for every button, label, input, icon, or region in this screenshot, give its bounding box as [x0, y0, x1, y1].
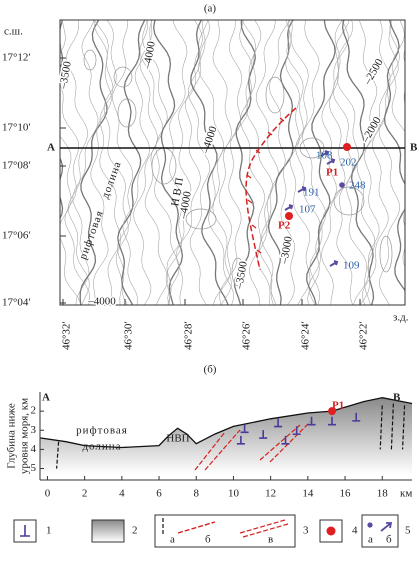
x-tick-label: 8 — [193, 488, 199, 500]
contour-line — [302, 16, 325, 310]
contour-label: –4000 — [199, 124, 219, 155]
contour-line — [385, 16, 411, 310]
lat-tick-label: 17°12′ — [2, 52, 31, 64]
lon-title: з.д. — [393, 312, 409, 324]
legend-number: 3 — [303, 525, 309, 537]
y-title: Глубина ниже — [6, 403, 18, 469]
contour-label: –3000 — [278, 235, 295, 266]
legend-symbol — [240, 520, 288, 537]
legend-symbol — [20, 525, 30, 536]
station-arrow — [285, 205, 292, 210]
lon-tick-label: 46°26′ — [241, 321, 253, 350]
x-tick-label: 10 — [228, 488, 240, 500]
x-tick-label: 2 — [82, 488, 88, 500]
contour-line — [176, 16, 210, 310]
legend-swatch — [92, 520, 124, 542]
contour-line — [191, 16, 228, 310]
contour-line — [54, 16, 90, 310]
legend-part: а — [170, 534, 175, 546]
contour-label: –2500 — [361, 56, 386, 87]
section-end: A — [42, 392, 50, 404]
station-label: 109 — [343, 260, 360, 272]
contours — [48, 16, 420, 310]
station-label: 191 — [303, 187, 320, 199]
legend-number: 4 — [352, 525, 358, 537]
vent-label: P1 — [326, 167, 338, 179]
panel-label: (а) — [204, 3, 217, 15]
contour-line — [188, 16, 210, 310]
panel-label: (б) — [204, 364, 217, 376]
vent-dot — [328, 407, 336, 415]
x-tick-label: 6 — [156, 488, 162, 500]
lat-tick-label: 17°04′ — [2, 297, 31, 309]
contour-closed — [114, 67, 132, 87]
contour-line — [392, 16, 420, 310]
contour-line — [284, 16, 310, 310]
station-label: 248 — [349, 180, 366, 192]
y-tick-label: 5 — [31, 462, 37, 474]
legend-number: 5 — [405, 525, 411, 537]
x-unit: км — [400, 488, 412, 500]
x-tick-label: 4 — [119, 488, 125, 500]
feature-label: долина — [82, 441, 121, 453]
station-label: 107 — [299, 204, 316, 216]
legend-symbol — [327, 527, 336, 536]
feature-label: рифтовая — [77, 209, 106, 262]
y-tick-label: 3 — [31, 424, 37, 436]
section-end: B — [410, 142, 418, 154]
contour-line — [404, 16, 420, 310]
lon-tick-label: 46°30′ — [123, 321, 135, 350]
lat-title: с.ш. — [4, 26, 23, 38]
station-arrow — [330, 261, 337, 266]
y-tick-label: 2 — [31, 405, 37, 417]
fault-tick — [252, 225, 256, 228]
x-tick-label: 0 — [45, 488, 51, 500]
feature-label: НВП — [166, 433, 189, 445]
contour-label: –3500 — [233, 260, 250, 291]
vent-dot — [343, 143, 351, 151]
x-tick-label: 14 — [302, 488, 314, 500]
legend-part: б — [205, 534, 211, 546]
station-label: 202 — [340, 157, 357, 169]
legend-symbol — [178, 522, 215, 533]
vent-label: P2 — [278, 220, 291, 232]
contour-label: –4000 — [87, 296, 116, 308]
contour-closed — [118, 99, 136, 127]
y-title: уровня моря, км — [19, 398, 31, 474]
x-tick-label: 16 — [340, 488, 352, 500]
contour-line — [290, 16, 320, 310]
y-tick-label: 4 — [31, 443, 37, 455]
legend-number: 1 — [46, 525, 52, 537]
lat-tick-label: 17°10′ — [2, 122, 31, 134]
x-tick-label: 18 — [377, 488, 389, 500]
legend-symbol — [367, 522, 372, 527]
legend-part: б — [386, 534, 392, 546]
lon-tick-label: 46°28′ — [183, 321, 195, 350]
lat-tick-label: 17°06′ — [2, 230, 31, 242]
station-dot — [339, 182, 345, 188]
lon-tick-label: 46°22′ — [358, 321, 370, 350]
contour-closed — [266, 77, 284, 113]
contour-label: –2000 — [359, 114, 384, 145]
lon-tick-label: 46°24′ — [300, 321, 312, 350]
contour-closed — [380, 236, 392, 272]
section-end: B — [393, 392, 401, 404]
legend-symbol — [381, 523, 391, 531]
contour-line — [154, 16, 183, 310]
feature-label: долина — [99, 159, 124, 200]
legend-box — [155, 515, 295, 547]
legend-part: в — [268, 534, 273, 546]
lon-tick-label: 46°32′ — [61, 321, 73, 350]
contour-closed — [186, 209, 216, 229]
legend-part: а — [368, 534, 373, 546]
feature-label: рифтовая — [76, 425, 128, 437]
lat-tick-label: 17°08′ — [2, 160, 31, 172]
contour-line — [49, 16, 82, 310]
legend-number: 2 — [132, 525, 138, 537]
station-label: 108 — [316, 150, 333, 162]
x-tick-label: 12 — [265, 488, 276, 500]
section-end: A — [47, 142, 55, 154]
